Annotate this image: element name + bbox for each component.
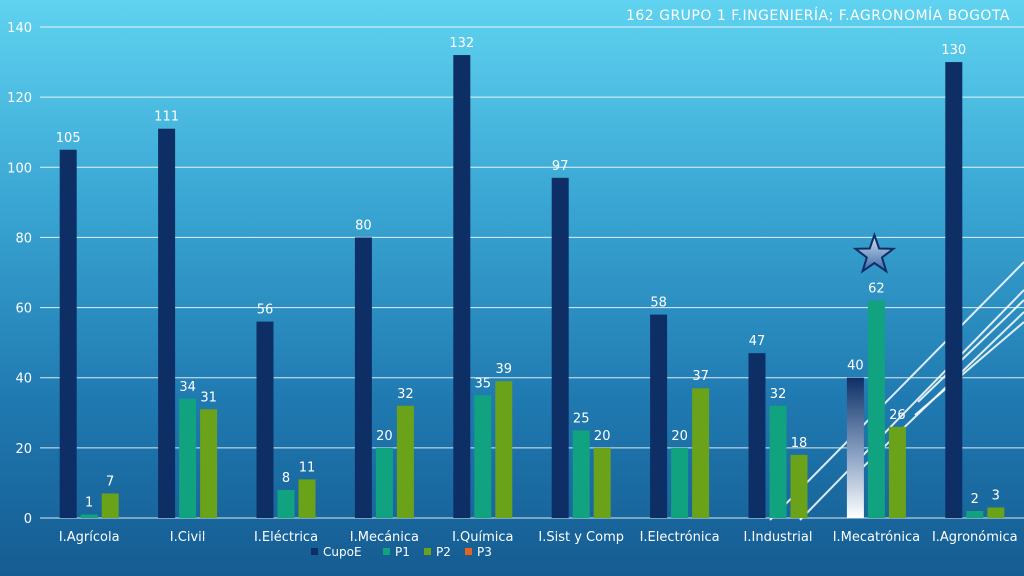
bar-p2 [396,405,414,518]
data-label: 3 [992,488,1000,503]
bar-p1 [671,447,689,518]
bar-cupoe [551,177,569,519]
y-tick-label: 0 [24,512,32,527]
star-icon-shape [852,231,897,274]
bar-p1 [867,300,885,518]
legend-swatch [311,548,318,555]
data-label: 20 [594,429,611,444]
x-tick-label: I.Química [452,530,513,545]
decorative-line [769,261,1024,521]
data-label: 20 [671,429,688,444]
data-label: 31 [200,390,217,405]
bar-p1 [179,398,197,518]
legend-swatch [383,548,390,555]
bar-p1 [277,489,295,518]
data-label: 2 [971,492,979,507]
x-tick-label: I.Mecatrónica [833,530,920,545]
bar-p2 [200,409,218,518]
bar-p2 [593,447,611,518]
bar-p2 [888,426,906,518]
data-label: 7 [106,474,114,489]
bar-cupoe [945,62,963,518]
x-tick-label: I.Sist y Comp [538,530,624,545]
decorative-line [914,321,1024,416]
legend-label: P3 [477,545,492,559]
y-tick-label: 20 [15,442,32,457]
bar-p2 [298,479,316,518]
y-tick-label: 120 [7,91,32,106]
data-label: 26 [889,408,906,423]
bar-p1 [375,447,393,518]
legend-label: CupoE [323,545,362,559]
data-label: 132 [449,36,474,51]
legend-label: P2 [436,545,451,559]
bar-cupoe [59,149,77,518]
bar-p2 [101,493,119,518]
bar-cupoe [650,314,668,518]
x-tick-label: I.Agrícola [59,530,120,545]
y-tick-label: 80 [15,231,32,246]
data-label: 97 [552,159,569,174]
bar-cupoe [158,128,176,518]
bar-cupoe [748,353,766,518]
x-tick-label: I.Industrial [744,530,813,545]
data-label: 58 [650,296,667,311]
bar-p2 [692,388,710,518]
data-label: 130 [941,43,966,58]
data-label: 105 [56,131,81,146]
data-label: 39 [496,362,513,377]
y-tick-label: 140 [7,21,32,36]
data-label: 32 [770,387,787,402]
legend: CupoE P1 P2 P3 [311,545,492,559]
data-label: 35 [475,376,492,391]
bar-p1 [80,514,98,518]
bar-cupoe [846,377,864,518]
x-tick-label: I.Mecánica [350,530,419,545]
legend-swatch [424,548,431,555]
bar-cupoe [256,321,274,518]
data-label: 18 [791,436,808,451]
y-tick-label: 60 [15,302,32,317]
chart-title: 162 GRUPO 1 F.INGENIERÍA; F.AGRONOMÍA BO… [626,7,1010,24]
bar-p2 [790,454,808,518]
data-label: 20 [376,429,393,444]
data-label: 47 [749,334,766,349]
data-label: 62 [868,282,885,297]
x-tick-label: I.Civil [170,530,206,545]
data-label: 25 [573,411,590,426]
data-label: 80 [355,218,372,233]
x-tick-label: I.Eléctrica [254,530,318,545]
bar-p1 [769,405,787,518]
data-label: 40 [847,359,864,374]
decorative-line [917,299,1024,403]
data-label: 56 [257,303,274,318]
legend-label: P1 [395,545,410,559]
bar-cupoe [354,237,372,518]
data-label: 37 [692,369,709,384]
x-tick-label: I.Electrónica [640,530,720,545]
data-label: 1 [85,495,93,510]
data-label: 11 [299,460,316,475]
x-tick-label: I.Agronómica [932,530,1018,545]
legend-swatch [465,548,472,555]
bar-p2 [495,381,513,518]
bar-p1 [474,395,492,518]
bar-cupoe [453,55,471,519]
data-label: 111 [154,110,179,125]
bar-p2 [987,507,1005,518]
decorative-lines [769,261,1024,521]
decorative-line [799,289,1024,521]
bar-p1 [966,510,984,518]
data-label: 8 [282,471,290,486]
data-label: 34 [179,380,196,395]
data-label: 32 [397,387,414,402]
bar-p1 [572,430,590,518]
y-tick-label: 40 [15,372,32,387]
star-icon [852,231,897,274]
y-tick-label: 100 [7,161,32,176]
